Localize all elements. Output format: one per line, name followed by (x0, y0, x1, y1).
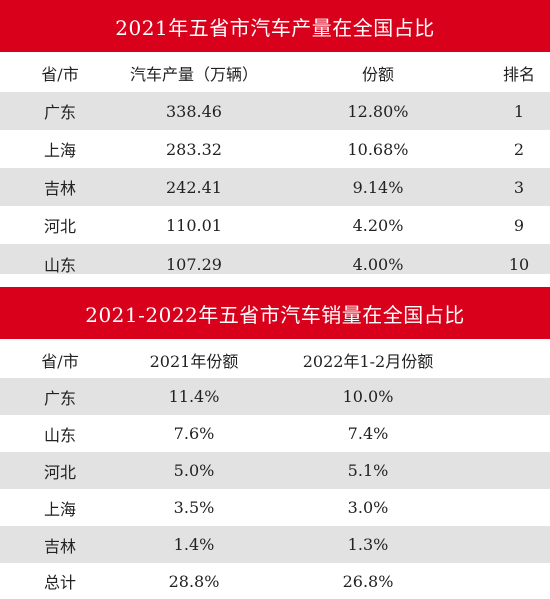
share-cell: 10.68% (347, 139, 409, 159)
province-cell: 广东 (43, 388, 76, 408)
production-share-table: 省/市 汽车产量（万辆） 份额 排名 广东 338.46 12.80% 1 上海… (0, 54, 550, 284)
production-cell: 338.46 (166, 101, 222, 121)
table-row: 河北 5.0% 5.1% (0, 452, 550, 489)
table-row: 河北 110.01 4.20% 9 (0, 206, 550, 244)
rank-cell: 3 (513, 177, 525, 197)
table-row: 上海 283.32 10.68% 2 (0, 130, 550, 168)
table-row: 上海 3.5% 3.0% (0, 489, 550, 526)
table-row: 广东 11.4% 10.0% (0, 378, 550, 415)
production-cell: 107.29 (166, 254, 222, 274)
share-2022-cell: 1.3% (347, 535, 389, 554)
header-share-2022: 2022年1-2月份额 (302, 351, 434, 371)
province-cell: 山东 (43, 425, 76, 445)
share-cell: 4.00% (352, 254, 404, 274)
header-share-2021: 2021年份额 (149, 351, 239, 371)
share-cell: 12.80% (347, 101, 409, 121)
share-2021-cell: 11.4% (168, 387, 220, 406)
province-cell: 上海 (43, 499, 76, 519)
province-cell: 山东 (43, 256, 76, 275)
table1-title: 2021年五省市汽车产量在全国占比 (0, 0, 550, 52)
share-2021-cell: 1.4% (173, 535, 215, 554)
table-row: 吉林 242.41 9.14% 3 (0, 168, 550, 206)
share-2021-cell: 3.5% (173, 498, 215, 517)
share-cell: 4.20% (352, 215, 404, 235)
table1-title-text: 2021年五省市汽车产量在全国占比 (115, 15, 435, 40)
total-label-cell: 总计 (43, 573, 76, 592)
table1-header-row: 省/市 汽车产量（万辆） 份额 排名 (0, 54, 550, 92)
table-row: 吉林 1.4% 1.3% (0, 526, 550, 563)
header-rank: 排名 (502, 65, 535, 84)
share-cell: 9.14% (352, 177, 404, 197)
share-2021-cell: 7.6% (173, 424, 215, 443)
province-cell: 吉林 (43, 179, 76, 198)
rank-cell: 2 (513, 139, 525, 159)
table-row: 广东 338.46 12.80% 1 (0, 92, 550, 130)
province-cell: 河北 (43, 217, 76, 236)
share-2021-cell: 5.0% (173, 461, 215, 480)
production-cell: 242.41 (166, 177, 222, 197)
rank-cell: 9 (513, 215, 525, 235)
header-province: 省/市 (41, 351, 79, 371)
share-2021-cell: 28.8% (168, 571, 220, 591)
share-2022-cell: 7.4% (347, 424, 389, 443)
header-share: 份额 (361, 65, 394, 84)
table2-title-text: 2021-2022年五省市汽车销量在全国占比 (85, 302, 465, 327)
share-2022-cell: 5.1% (347, 461, 389, 480)
production-cell: 110.01 (166, 215, 222, 235)
table2-header-row: 省/市 2021年份额 2022年1-2月份额 (0, 341, 550, 378)
province-cell: 上海 (43, 141, 76, 160)
province-cell: 河北 (43, 462, 76, 482)
table-row: 山东 7.6% 7.4% (0, 415, 550, 452)
share-2022-cell: 10.0% (342, 387, 394, 406)
rank-cell: 1 (513, 101, 525, 121)
share-2022-cell: 3.0% (347, 498, 389, 517)
province-cell: 吉林 (43, 536, 76, 556)
table2-title: 2021-2022年五省市汽车销量在全国占比 (0, 287, 550, 339)
province-cell: 广东 (43, 103, 76, 122)
table-separator (0, 274, 550, 287)
sales-share-table: 省/市 2021年份额 2022年1-2月份额 广东 11.4% 10.0% 山… (0, 341, 550, 599)
header-province: 省/市 (41, 65, 79, 84)
header-production: 汽车产量（万辆） (129, 65, 258, 84)
production-cell: 283.32 (166, 139, 222, 159)
rank-cell: 10 (508, 254, 530, 274)
share-2022-cell: 26.8% (342, 571, 394, 591)
table-row-total: 总计 28.8% 26.8% (0, 563, 550, 599)
